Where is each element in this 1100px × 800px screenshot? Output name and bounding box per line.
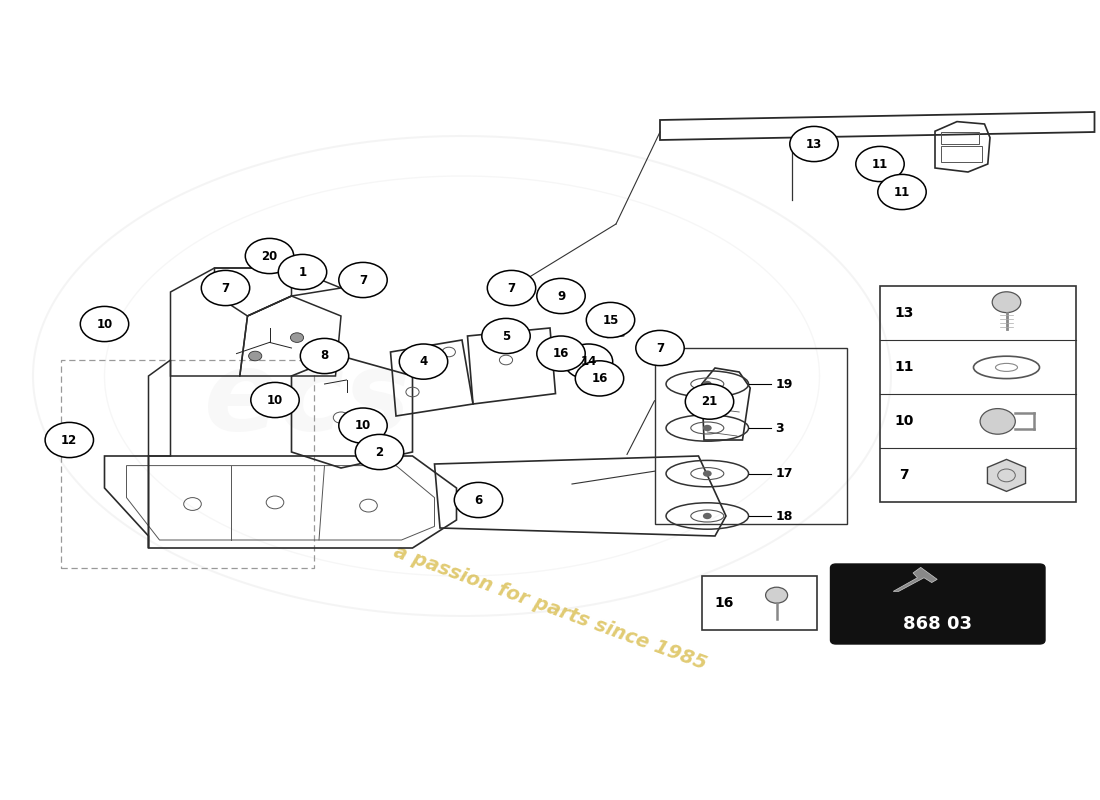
Polygon shape [893, 567, 937, 591]
Circle shape [537, 336, 585, 371]
Circle shape [685, 384, 734, 419]
Text: 3: 3 [776, 422, 784, 434]
Polygon shape [988, 459, 1025, 491]
Text: 6: 6 [474, 494, 483, 506]
Circle shape [339, 408, 387, 443]
Text: 7: 7 [359, 274, 367, 286]
Circle shape [45, 422, 94, 458]
Text: 868 03: 868 03 [903, 615, 972, 633]
Circle shape [703, 513, 712, 519]
Text: 8: 8 [320, 350, 329, 362]
Text: 10: 10 [355, 419, 371, 432]
Text: 7: 7 [656, 342, 664, 354]
Circle shape [790, 126, 838, 162]
Circle shape [339, 262, 387, 298]
Text: 14: 14 [581, 355, 596, 368]
Text: 17: 17 [776, 467, 793, 480]
Bar [940, 132, 979, 144]
Circle shape [636, 330, 684, 366]
Text: 15: 15 [603, 314, 618, 326]
Text: 11: 11 [894, 186, 910, 198]
Circle shape [201, 270, 250, 306]
Text: 10: 10 [267, 394, 283, 406]
Text: 16: 16 [553, 347, 569, 360]
Text: ecs: ecs [205, 346, 411, 454]
Text: 1: 1 [298, 266, 307, 278]
Circle shape [399, 344, 448, 379]
Text: 13: 13 [894, 306, 914, 321]
Text: 2: 2 [375, 446, 384, 458]
Text: 10: 10 [894, 414, 914, 429]
Circle shape [278, 254, 327, 290]
Text: 20: 20 [262, 250, 277, 262]
Text: 18: 18 [776, 510, 793, 522]
Text: 9: 9 [557, 290, 565, 302]
Text: 11: 11 [872, 158, 888, 170]
Bar [60, 428, 85, 450]
Circle shape [703, 425, 712, 431]
Text: 13: 13 [806, 138, 822, 150]
Polygon shape [556, 290, 581, 310]
Circle shape [245, 238, 294, 274]
Bar [60, 360, 314, 568]
Bar [702, 576, 817, 630]
Circle shape [586, 302, 635, 338]
Text: 7: 7 [900, 468, 909, 482]
Circle shape [290, 333, 304, 342]
Polygon shape [315, 354, 339, 370]
Circle shape [992, 292, 1021, 313]
Circle shape [703, 381, 712, 387]
Circle shape [575, 361, 624, 396]
Bar [940, 146, 982, 162]
Circle shape [249, 351, 262, 361]
Text: 5: 5 [502, 330, 510, 342]
Circle shape [537, 278, 585, 314]
Text: 11: 11 [894, 360, 914, 374]
Polygon shape [578, 356, 603, 374]
FancyBboxPatch shape [830, 564, 1045, 644]
Text: 4: 4 [419, 355, 428, 368]
Circle shape [980, 409, 1015, 434]
Circle shape [487, 270, 536, 306]
Circle shape [251, 382, 299, 418]
Text: 19: 19 [776, 378, 793, 390]
Bar [654, 348, 847, 524]
Text: 12: 12 [62, 434, 77, 446]
Polygon shape [603, 318, 629, 338]
Circle shape [80, 306, 129, 342]
Circle shape [856, 146, 904, 182]
Circle shape [355, 434, 404, 470]
Text: 7: 7 [221, 282, 230, 294]
Text: 21: 21 [702, 395, 717, 408]
Text: 7: 7 [507, 282, 516, 294]
Text: a passion for parts since 1985: a passion for parts since 1985 [390, 542, 710, 674]
Circle shape [703, 470, 712, 477]
Bar [880, 286, 1076, 502]
Circle shape [766, 587, 788, 603]
Text: 16: 16 [714, 596, 734, 610]
Circle shape [482, 318, 530, 354]
Circle shape [878, 174, 926, 210]
Text: 16: 16 [592, 372, 607, 385]
Circle shape [564, 344, 613, 379]
Text: 10: 10 [97, 318, 112, 330]
Circle shape [300, 338, 349, 374]
Circle shape [454, 482, 503, 518]
